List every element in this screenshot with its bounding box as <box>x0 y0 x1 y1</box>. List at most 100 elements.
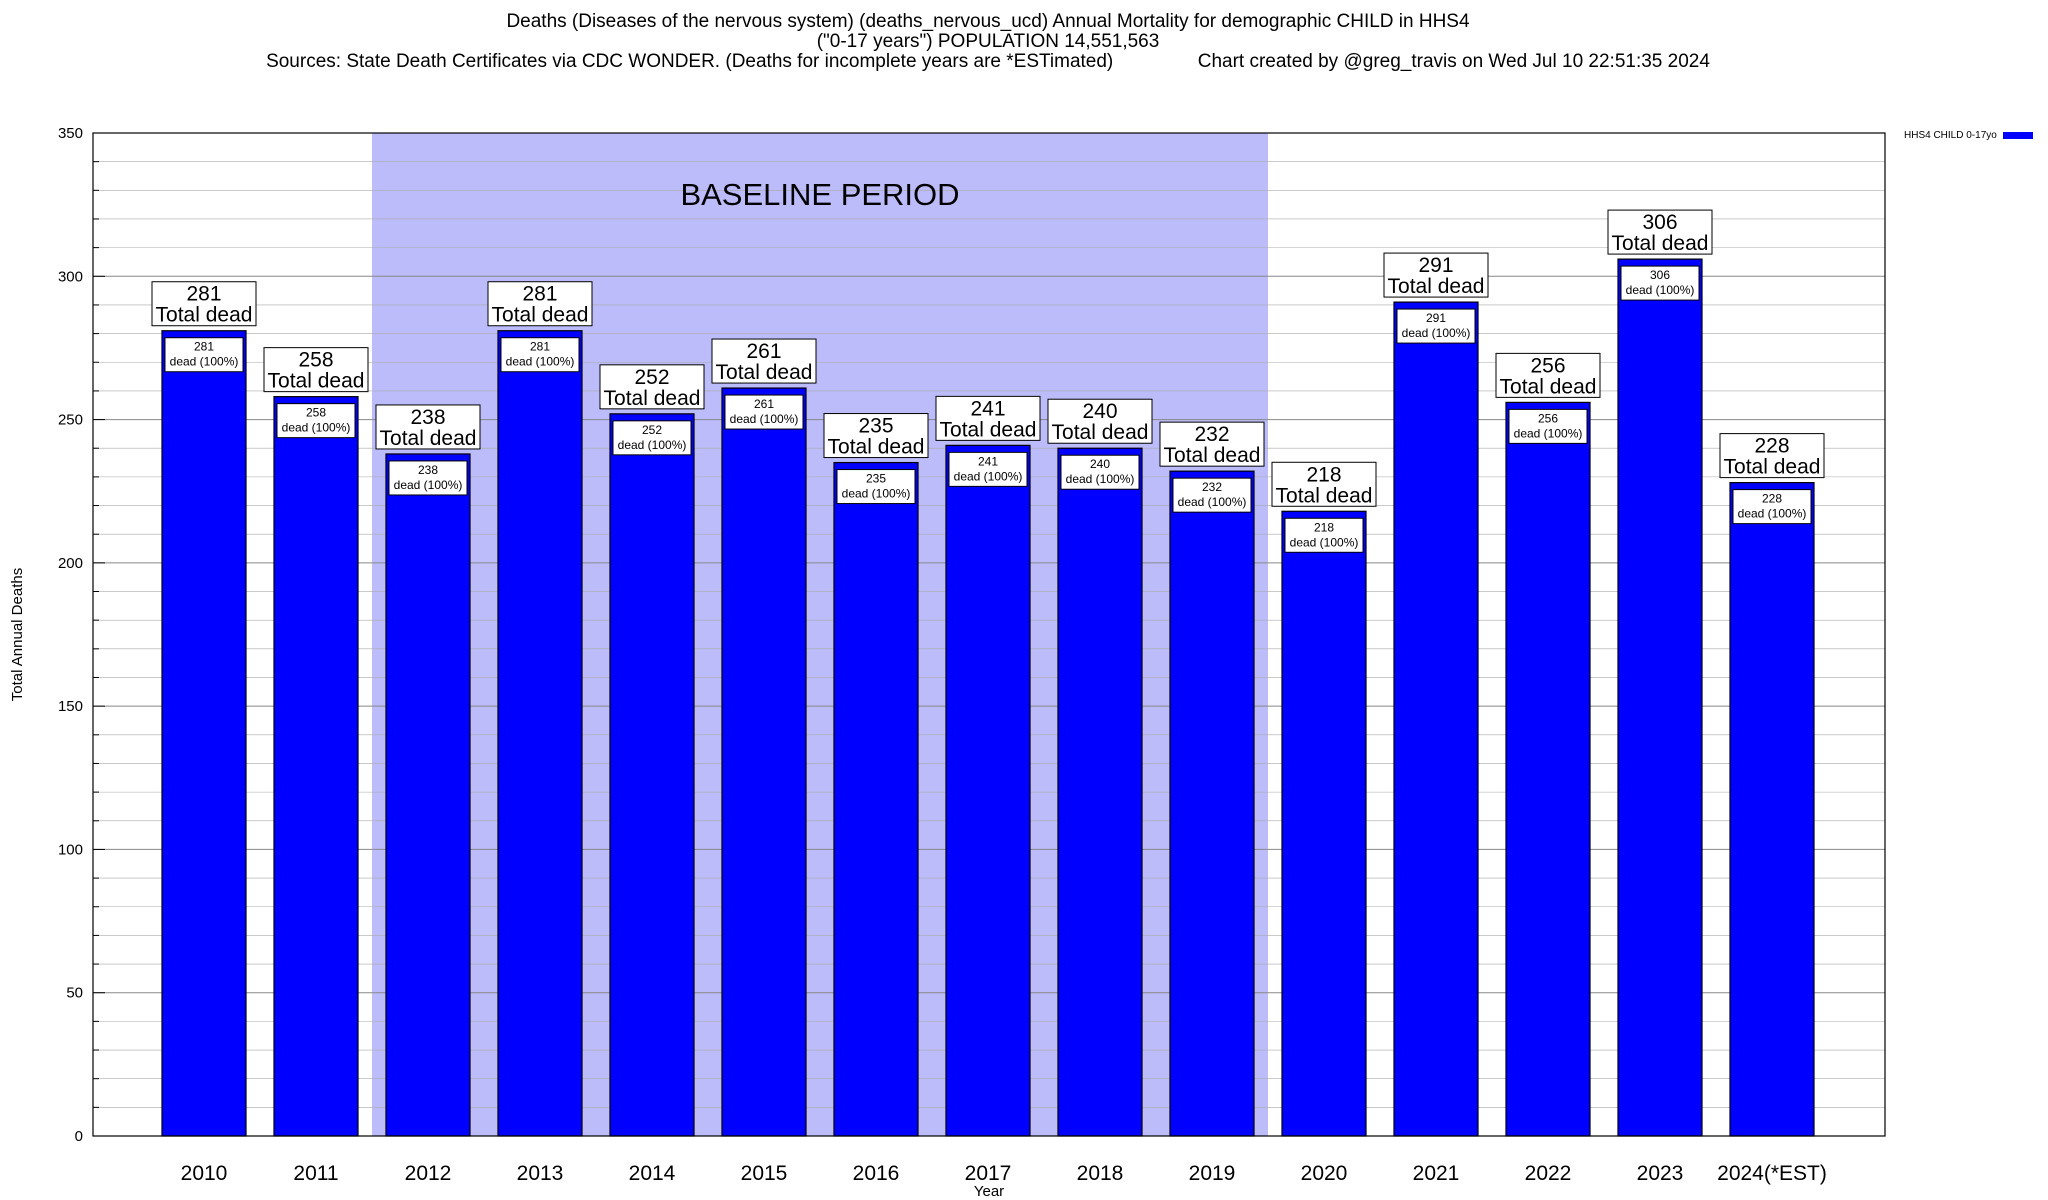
top-label-box <box>487 281 593 327</box>
x-tick-label: 2010 <box>181 1162 228 1185</box>
top-label-box <box>1047 398 1153 444</box>
baseline-label: BASELINE PERIOD <box>680 177 959 212</box>
chart-title: Deaths (Diseases of the nervous system) … <box>506 11 1470 32</box>
top-label-box <box>151 281 257 327</box>
bar <box>273 396 359 1137</box>
legend: HHS4 CHILD 0-17yo <box>1904 130 2033 141</box>
y-tick-label: 150 <box>58 698 83 715</box>
inner-label-text: dead (100%) <box>1290 535 1359 549</box>
inner-label-value: 258 <box>306 406 326 420</box>
bar <box>1505 401 1591 1137</box>
x-tick-label: 2014 <box>629 1162 676 1185</box>
inner-label-box <box>1508 408 1588 444</box>
plot-frame <box>92 132 1886 1137</box>
bar <box>385 453 471 1137</box>
inner-label-value: 291 <box>1426 311 1446 325</box>
x-axis-label: Year <box>974 1183 1004 1200</box>
inner-label-box <box>1396 308 1476 344</box>
top-label-value: 218 <box>1306 463 1341 486</box>
y-tick-label: 100 <box>58 841 83 858</box>
inner-label-text: dead (100%) <box>618 438 687 452</box>
top-label-value: 281 <box>522 283 557 306</box>
inner-label-text: dead (100%) <box>730 412 799 426</box>
top-label-value: 228 <box>1754 435 1789 458</box>
legend-label: HHS4 CHILD 0-17yo <box>1904 130 1997 141</box>
bar <box>833 461 919 1137</box>
top-label-text: Total dead <box>1052 421 1149 444</box>
x-tick-label: 2023 <box>1637 1162 1684 1185</box>
x-tick-label: 2021 <box>1413 1162 1460 1185</box>
top-label-value: 235 <box>858 415 893 438</box>
top-label-box <box>711 338 817 384</box>
inner-label-box <box>1284 517 1364 553</box>
bar <box>609 413 695 1137</box>
x-tick-label: 2015 <box>741 1162 788 1185</box>
bar <box>497 330 583 1137</box>
top-label-box <box>375 404 481 450</box>
top-label-text: Total dead <box>1724 456 1821 479</box>
top-label-box <box>1159 421 1265 467</box>
inner-label-value: 281 <box>194 340 214 354</box>
inner-label-text: dead (100%) <box>1066 472 1135 486</box>
x-tick-label: 2011 <box>293 1162 338 1185</box>
inner-label-text: dead (100%) <box>1514 426 1583 440</box>
x-tick-label: 2024(*EST) <box>1717 1162 1827 1185</box>
top-label-text: Total dead <box>828 436 925 459</box>
inner-label-text: dead (100%) <box>282 421 351 435</box>
chart-subtitle: ("0-17 years") POPULATION 14,551,563 <box>816 31 1160 52</box>
inner-label-box <box>948 451 1028 487</box>
top-label-text: Total dead <box>492 304 589 327</box>
inner-label-value: 232 <box>1202 480 1222 494</box>
top-label-text: Total dead <box>604 387 701 410</box>
top-label-text: Total dead <box>1276 484 1373 507</box>
top-label-text: Total dead <box>1388 275 1485 298</box>
inner-label-box <box>1060 454 1140 490</box>
inner-label-text: dead (100%) <box>1738 507 1807 521</box>
top-label-text: Total dead <box>268 370 365 393</box>
inner-label-box <box>1732 489 1812 525</box>
top-label-box <box>263 347 369 393</box>
inner-label-box <box>388 460 468 496</box>
y-axis-label: Total Annual Deaths <box>9 568 26 701</box>
top-label-value: 291 <box>1418 254 1453 277</box>
x-tick-label: 2020 <box>1301 1162 1348 1185</box>
inner-label-value: 238 <box>418 463 438 477</box>
top-label-box <box>1719 433 1825 479</box>
x-tick-label: 2012 <box>405 1162 452 1185</box>
inner-label-value: 252 <box>642 423 662 437</box>
top-label-value: 281 <box>186 283 221 306</box>
x-tick-label: 2013 <box>517 1162 564 1185</box>
bar <box>945 444 1031 1137</box>
bar <box>1393 301 1479 1137</box>
top-label-value: 261 <box>746 340 781 363</box>
top-label-value: 240 <box>1082 400 1117 423</box>
inner-label-box <box>724 394 804 430</box>
inner-label-value: 218 <box>1314 520 1334 534</box>
inner-label-value: 240 <box>1090 457 1110 471</box>
inner-label-box <box>1172 477 1252 513</box>
y-tick-label: 200 <box>58 555 83 572</box>
chart-titles: Deaths (Diseases of the nervous system) … <box>0 12 1976 72</box>
x-tick-label: 2017 <box>965 1162 1012 1185</box>
inner-label-value: 228 <box>1762 492 1782 506</box>
top-label-box <box>1271 461 1377 507</box>
inner-label-value: 256 <box>1538 411 1558 425</box>
inner-label-text: dead (100%) <box>1402 326 1471 340</box>
inner-label-text: dead (100%) <box>170 355 239 369</box>
top-label-box <box>1495 352 1601 398</box>
bar <box>1617 258 1703 1137</box>
top-label-text: Total dead <box>940 418 1037 441</box>
inner-label-box <box>164 337 244 373</box>
inner-label-box <box>836 469 916 505</box>
top-label-text: Total dead <box>156 304 253 327</box>
bar <box>721 387 807 1137</box>
chart-sources: Sources: State Death Certificates via CD… <box>266 51 1710 72</box>
legend-swatch <box>2002 132 2033 139</box>
bar <box>1169 470 1255 1137</box>
top-label-box <box>1607 209 1713 255</box>
top-label-value: 258 <box>298 349 333 372</box>
y-tick-label: 350 <box>58 125 83 142</box>
top-label-value: 256 <box>1530 354 1565 377</box>
inner-label-value: 281 <box>530 340 550 354</box>
top-label-text: Total dead <box>716 361 813 384</box>
